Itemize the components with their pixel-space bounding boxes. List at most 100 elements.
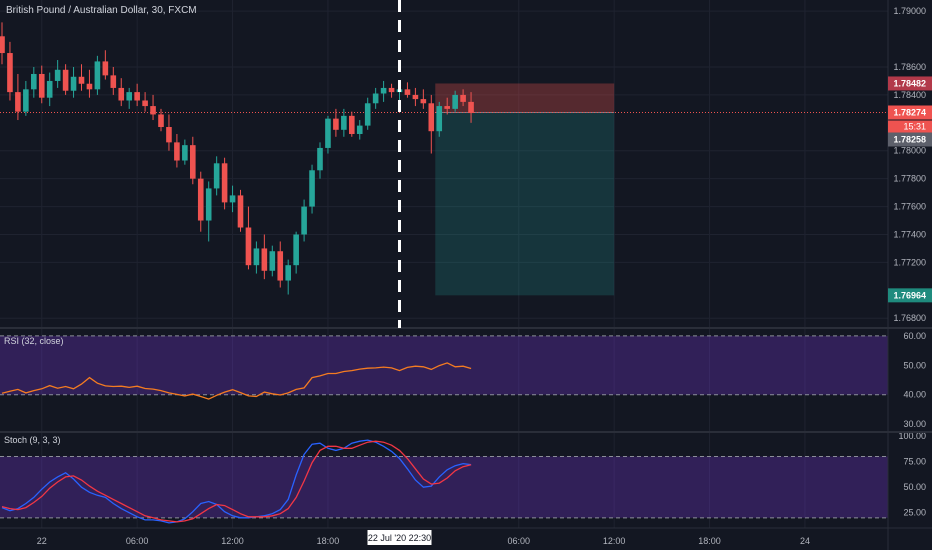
candle bbox=[293, 231, 299, 274]
candle-body bbox=[102, 61, 109, 76]
crosshair-time-box bbox=[367, 530, 432, 545]
time-tick-label: 06:00 bbox=[507, 536, 530, 546]
candle bbox=[364, 97, 371, 130]
candle bbox=[102, 50, 109, 80]
candle bbox=[31, 66, 37, 98]
candle-body bbox=[460, 94, 466, 102]
candle-body bbox=[420, 99, 427, 104]
short-position-tool[interactable] bbox=[435, 83, 615, 296]
candle bbox=[78, 64, 85, 91]
last-price-tag-text: 1.78274 bbox=[893, 107, 926, 117]
candle bbox=[126, 87, 132, 109]
candle bbox=[277, 241, 284, 288]
grid-lines bbox=[0, 0, 888, 528]
candle-body bbox=[174, 142, 180, 161]
candle-body bbox=[412, 94, 419, 100]
candle-body bbox=[62, 69, 69, 91]
rsi-pane[interactable]: 60.00 50.00 40.00 30.00 bbox=[0, 331, 926, 429]
time-tick-label: 12:00 bbox=[603, 536, 626, 546]
candle-body bbox=[0, 36, 5, 54]
candle-body bbox=[23, 89, 29, 112]
candle bbox=[269, 245, 276, 277]
countdown-text: 15:31 bbox=[903, 121, 926, 131]
candle-body bbox=[158, 114, 164, 128]
candle bbox=[388, 83, 395, 98]
candle-body bbox=[110, 75, 117, 88]
candle bbox=[158, 108, 164, 132]
candle bbox=[428, 94, 435, 154]
countdown-box bbox=[888, 120, 932, 133]
candle-body bbox=[197, 178, 204, 221]
price-axis[interactable]: 1.79000 1.78600 1.78400 1.78000 1.77800 1.776… bbox=[888, 6, 932, 323]
candle bbox=[110, 66, 117, 95]
candle-body bbox=[269, 251, 276, 271]
candle-body bbox=[213, 163, 220, 189]
candle bbox=[301, 199, 307, 242]
candle-body bbox=[142, 100, 148, 107]
price-tick-label: 1.79000 bbox=[893, 6, 926, 16]
candle bbox=[349, 111, 355, 137]
candle bbox=[468, 92, 474, 123]
candle bbox=[94, 55, 101, 95]
candle-body bbox=[86, 83, 93, 90]
candle bbox=[372, 87, 379, 109]
candle bbox=[38, 65, 45, 104]
candle-body bbox=[134, 92, 140, 101]
candle-body bbox=[333, 118, 339, 130]
oscillator-tick-label: 25.00 bbox=[903, 508, 926, 518]
take-profit-zone[interactable] bbox=[435, 112, 615, 296]
candles-group bbox=[0, 22, 474, 295]
candle-body bbox=[428, 103, 435, 132]
crosshair-time-tag: 22 Jul '20 22:30 bbox=[367, 530, 432, 545]
candle bbox=[15, 73, 21, 121]
candle bbox=[341, 108, 347, 137]
time-axis[interactable]: 22 06:00 12:00 18:00 06:00 12:00 18:00 24 22 Jul… bbox=[37, 530, 810, 546]
candle-body bbox=[237, 195, 244, 228]
candle-body bbox=[126, 92, 132, 101]
candle bbox=[205, 181, 212, 242]
oscillator-tick-label: 60.00 bbox=[903, 331, 926, 341]
time-tick-label: 06:00 bbox=[126, 536, 149, 546]
candle bbox=[229, 185, 236, 213]
stoch-pane[interactable]: 100.00 75.00 50.00 25.00 bbox=[0, 431, 926, 524]
candle bbox=[182, 139, 188, 165]
candle-body bbox=[452, 94, 458, 109]
candle-body bbox=[94, 61, 101, 90]
candle bbox=[237, 189, 244, 232]
crosshair-time-text: 22 Jul '20 22:30 bbox=[368, 533, 431, 543]
candle-body bbox=[301, 206, 307, 235]
candle bbox=[261, 234, 268, 280]
target-price-tag: 1.76964 bbox=[888, 288, 932, 303]
candle bbox=[452, 90, 458, 112]
candle bbox=[70, 66, 77, 98]
candle-body bbox=[46, 80, 53, 98]
stoch-d-line bbox=[1, 440, 472, 523]
candle bbox=[420, 89, 427, 109]
price-tick-label: 1.78000 bbox=[893, 146, 926, 156]
candle-body bbox=[253, 248, 260, 266]
candle bbox=[118, 78, 125, 107]
candle-body bbox=[70, 76, 77, 91]
candle bbox=[166, 114, 172, 151]
candle bbox=[7, 41, 13, 101]
candle bbox=[333, 108, 339, 137]
candle-body bbox=[341, 115, 347, 130]
candle bbox=[46, 72, 53, 107]
candle-body bbox=[317, 147, 323, 171]
candle-body bbox=[349, 115, 355, 134]
candle-body bbox=[356, 125, 363, 134]
candle bbox=[412, 87, 419, 107]
candle bbox=[253, 241, 260, 274]
oscillator-tick-label: 100.00 bbox=[898, 431, 926, 441]
price-tick-label: 1.78600 bbox=[893, 62, 926, 72]
oscillator-band bbox=[0, 335, 888, 395]
stop-price-tag-box bbox=[888, 76, 932, 91]
oscillator-tick-label: 40.00 bbox=[903, 390, 926, 400]
stop-price-tag-text: 1.78482 bbox=[893, 78, 926, 88]
candle bbox=[54, 60, 61, 88]
candle-body bbox=[436, 106, 443, 132]
candle bbox=[317, 142, 323, 179]
candle-body bbox=[309, 170, 315, 207]
